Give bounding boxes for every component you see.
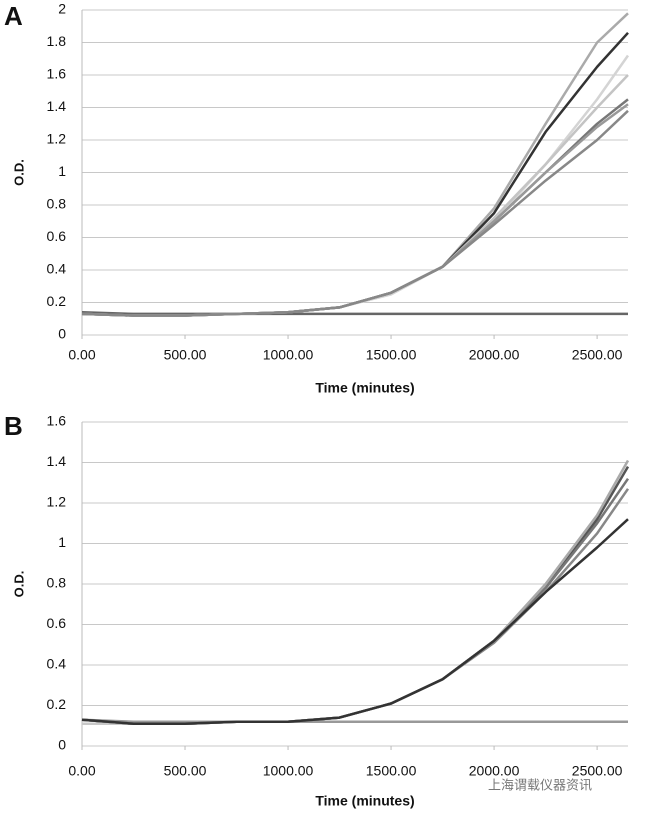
x-tick-label: 0.00 <box>68 347 95 363</box>
data-line <box>81 74 629 317</box>
x-tick-label: 1000.00 <box>263 347 314 363</box>
y-tick-label: 1.8 <box>47 33 67 49</box>
y-tick-label: 1.2 <box>47 131 67 147</box>
x-tick-label: 0.00 <box>68 763 95 779</box>
panel-label: B <box>4 411 23 441</box>
data-line <box>81 311 628 316</box>
y-axis-title: O.D. <box>11 159 26 186</box>
y-tick-label: 0.6 <box>47 615 67 631</box>
y-tick-label: 0.4 <box>47 261 67 277</box>
y-tick-label: 2 <box>58 1 66 17</box>
y-tick-label: 1 <box>58 163 66 179</box>
y-tick-label: 0.6 <box>47 228 67 244</box>
x-axis-title: Time (minutes) <box>315 380 414 396</box>
watermark: 上海谓载仪器资讯 <box>488 777 592 792</box>
y-tick-label: 1 <box>58 534 66 550</box>
x-tick-label: 2500.00 <box>572 763 623 779</box>
x-tick-label: 500.00 <box>164 347 207 363</box>
y-axis-title: O.D. <box>11 571 26 598</box>
x-tick-label: 2000.00 <box>469 347 520 363</box>
data-line <box>81 465 630 725</box>
data-line <box>81 488 630 725</box>
data-line <box>81 477 630 725</box>
x-axis-title: Time (minutes) <box>315 793 414 809</box>
y-tick-label: 0.2 <box>47 293 67 309</box>
data-line <box>81 718 628 723</box>
y-tick-label: 1.6 <box>47 413 67 429</box>
y-tick-label: 0.8 <box>47 575 67 591</box>
y-tick-label: 0.4 <box>47 656 67 672</box>
y-tick-label: 1.6 <box>47 66 67 82</box>
x-tick-label: 1500.00 <box>366 347 417 363</box>
y-tick-label: 0 <box>58 737 66 753</box>
x-tick-label: 1500.00 <box>366 763 417 779</box>
x-tick-label: 500.00 <box>164 763 207 779</box>
data-line <box>81 518 629 725</box>
y-tick-label: 1.4 <box>47 453 67 469</box>
y-tick-label: 0 <box>58 326 66 342</box>
data-line <box>81 54 630 317</box>
y-tick-label: 0.8 <box>47 196 67 212</box>
data-line <box>81 109 629 317</box>
panel-label: A <box>4 1 23 31</box>
y-tick-label: 0.2 <box>47 696 67 712</box>
y-tick-label: 1.2 <box>47 494 67 510</box>
x-tick-label: 2000.00 <box>469 763 520 779</box>
y-tick-label: 1.4 <box>47 98 67 114</box>
x-tick-label: 2500.00 <box>572 347 623 363</box>
x-tick-label: 1000.00 <box>263 763 314 779</box>
data-line <box>81 103 629 317</box>
